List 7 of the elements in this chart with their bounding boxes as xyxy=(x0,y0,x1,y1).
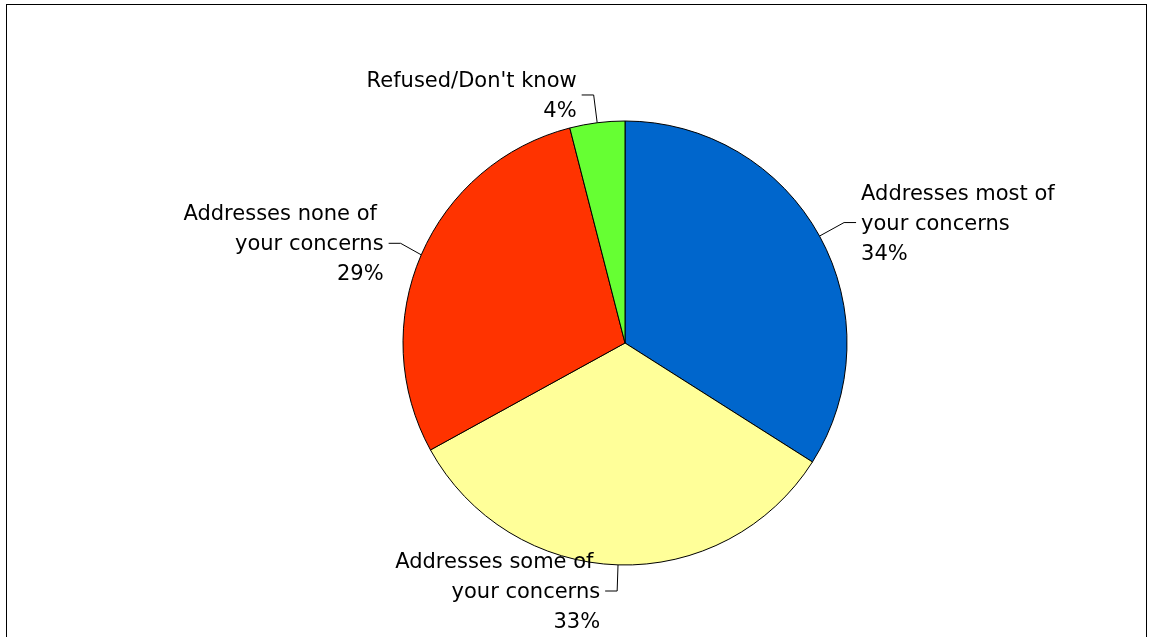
slice-label: Refused/Don't know xyxy=(366,67,577,92)
data-label: 33% xyxy=(553,609,601,633)
data-label: 34% xyxy=(861,240,908,265)
data-label: 29% xyxy=(336,261,384,286)
slice-label: Addresses none of your concerns xyxy=(183,201,384,256)
slice-label: Addresses most of your concerns xyxy=(861,180,1062,235)
data-label: 4% xyxy=(543,97,577,122)
